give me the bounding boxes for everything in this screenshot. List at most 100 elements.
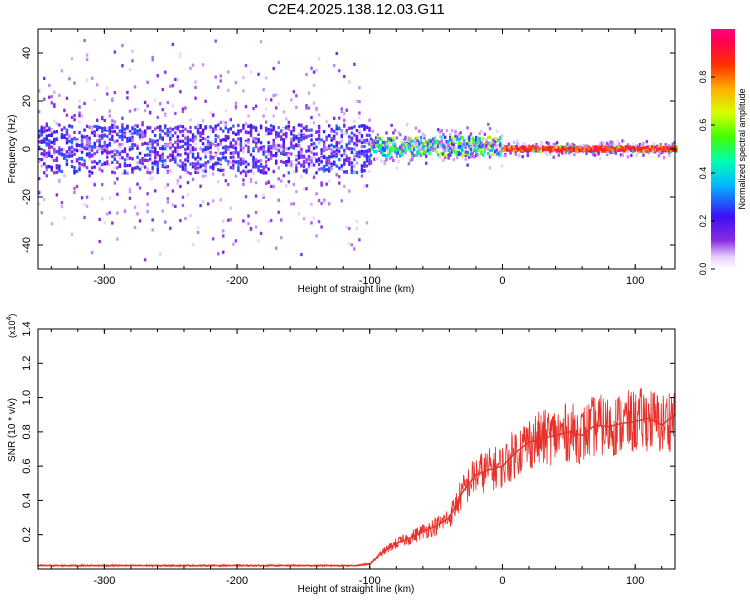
- spectrogram-cell: [290, 142, 293, 146]
- spectrogram-cell: [457, 152, 461, 157]
- spectrogram-cell: [133, 129, 137, 133]
- spectrogram-cell: [189, 66, 192, 70]
- spectrogram-cell: [222, 234, 225, 238]
- spectrogram-cell: [335, 154, 338, 158]
- spectrogram-cell: [106, 134, 109, 138]
- spectrogram-cell: [181, 107, 185, 111]
- spectrogram-cell: [480, 149, 483, 154]
- spectrogram-cell: [186, 135, 190, 139]
- spectrogram-cell: [662, 156, 666, 160]
- spectrogram-cell: [259, 124, 263, 128]
- spectrogram-cell: [249, 131, 253, 135]
- spectrogram-cell: [621, 147, 624, 151]
- spectrogram-cell: [456, 153, 459, 157]
- spectrogram-cell: [423, 144, 426, 149]
- spectrogram-cell: [98, 159, 101, 164]
- spectrogram-cell: [305, 135, 308, 139]
- spectrogram-cell: [40, 152, 43, 156]
- spectrogram-cell: [619, 146, 623, 150]
- spectrogram-cell: [232, 159, 235, 163]
- spectrogram-cell: [305, 106, 308, 110]
- spectrogram-cell: [400, 152, 404, 156]
- spectrogram-cell: [83, 146, 86, 151]
- spectrogram-cell: [493, 150, 497, 154]
- spectrogram-cell: [490, 144, 493, 148]
- spectrogram-cell: [48, 153, 51, 158]
- spectrogram-cell: [345, 128, 349, 133]
- spectrogram-cell: [181, 125, 185, 129]
- spectrogram-cell: [227, 147, 230, 151]
- spectrogram-cell: [131, 135, 134, 139]
- spectrogram-cell: [267, 220, 270, 224]
- spectrogram-cell: [457, 143, 461, 147]
- spectrogram-cell: [335, 173, 338, 177]
- spectrogram-cell: [239, 142, 243, 146]
- spectrogram-cell: [419, 146, 423, 150]
- spectrogram-cell: [186, 138, 190, 142]
- spectrogram-cell: [123, 149, 127, 154]
- spectrogram-cell: [483, 144, 487, 148]
- spectrogram-cell: [60, 169, 64, 174]
- spectrogram-cell: [153, 133, 157, 138]
- spectrogram-cell: [343, 123, 346, 128]
- spectrogram-cell: [40, 125, 43, 129]
- spectrogram-cell: [126, 138, 129, 143]
- spectrogram-cell: [227, 128, 230, 132]
- snr-data-point: [475, 473, 477, 476]
- spectrogram-cell: [217, 143, 220, 147]
- spectrogram-cell: [159, 158, 162, 162]
- spectrogram-cell: [312, 163, 316, 167]
- spectrogram-cell: [277, 198, 280, 202]
- spectrogram-cell: [295, 94, 298, 98]
- spectrogram-cell: [297, 161, 301, 165]
- spectrogram-cell: [430, 147, 433, 151]
- spectrogram-cell: [487, 135, 490, 139]
- spectrogram-cell: [143, 158, 147, 162]
- spectrogram-cell: [616, 147, 619, 151]
- spectrogram-cell: [194, 157, 197, 161]
- spectrogram-cell: [80, 139, 84, 143]
- spectrogram-cell: [214, 124, 217, 128]
- spectrogram-cell: [196, 127, 200, 131]
- spectrogram-cell: [106, 86, 109, 90]
- spectrogram-cell: [232, 166, 235, 170]
- spectrogram-cell: [75, 148, 79, 153]
- spectrogram-cell: [50, 168, 54, 172]
- spectrogram-cell: [287, 127, 291, 131]
- spectrogram-cell: [443, 135, 447, 139]
- spectrogram-cell: [73, 171, 76, 175]
- spectrogram-cell: [581, 149, 585, 153]
- spectrogram-cell: [194, 170, 197, 174]
- spectrogram-cell: [269, 130, 273, 134]
- spectrogram-cell: [229, 118, 233, 122]
- spectrogram-cell: [507, 148, 511, 152]
- spectrogram-cell: [196, 160, 200, 164]
- spectrogram-cell: [118, 156, 122, 160]
- spectrogram-cell: [285, 160, 288, 164]
- spectrogram-cell: [254, 163, 258, 167]
- spectrogram-cell: [141, 157, 144, 161]
- spectrogram-cell: [421, 132, 424, 136]
- spectrogram-cell: [353, 136, 356, 141]
- spectrogram-cell: [186, 143, 190, 148]
- spectrogram-cell: [111, 150, 114, 154]
- spectrogram-cell: [385, 157, 388, 162]
- spectrogram-cell: [136, 132, 139, 136]
- spectrogram-cell: [277, 143, 280, 148]
- spectrogram-cell: [310, 221, 313, 225]
- spectrogram-cell: [249, 153, 253, 157]
- spectrogram-cell: [290, 145, 293, 149]
- spectrogram-cell: [424, 154, 428, 158]
- spectrogram-cell: [555, 141, 559, 145]
- spectrogram-cell: [211, 167, 215, 171]
- spectrogram-cell: [58, 164, 61, 168]
- spectrogram-cell: [45, 138, 48, 142]
- spectrogram-cell: [106, 155, 109, 159]
- spectrogram-cell: [85, 195, 89, 199]
- spectrogram-cell: [499, 153, 502, 157]
- spectrogram-cell: [317, 220, 321, 224]
- spectrogram-cell: [399, 154, 402, 158]
- spectrogram-cell: [191, 148, 195, 152]
- spectrogram-cell: [310, 66, 313, 70]
- spectrogram-cell: [585, 146, 588, 150]
